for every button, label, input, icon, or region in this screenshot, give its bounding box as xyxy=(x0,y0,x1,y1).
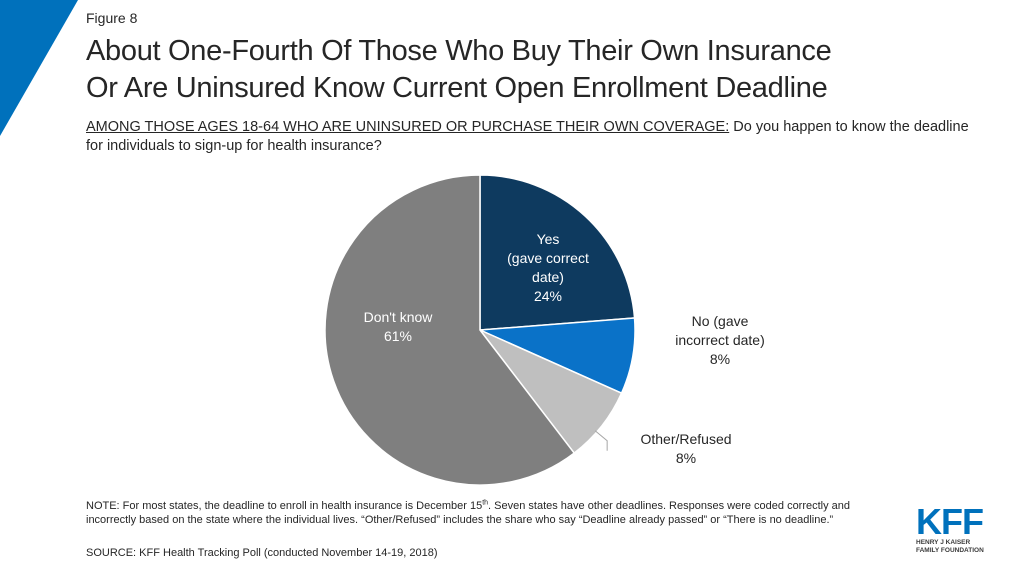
logo-mark: KFF xyxy=(916,501,984,542)
label-yes-line: date) xyxy=(532,269,564,285)
pie-slice-yes xyxy=(479,174,636,331)
subtitle-question: Do you happen to know the deadline for i… xyxy=(86,119,969,154)
note-superscript: th xyxy=(482,499,489,507)
label-yes-line: 24% xyxy=(534,288,562,304)
label-yes-line: (gave correct xyxy=(507,250,589,266)
label-yes-line: Yes xyxy=(537,231,560,247)
title-line-2: Or Are Uninsured Know Current Open Enrol… xyxy=(86,72,828,104)
note-part-2: . Seven states have other deadlines. Res… xyxy=(86,500,851,526)
corner-accent-shape xyxy=(0,0,78,136)
label-dont-know: Don't know 61% xyxy=(364,309,434,344)
subtitle-population: AMONG THOSE AGES 18-64 WHO ARE UNINSURED… xyxy=(86,119,730,135)
logo-org-line-2: FAMILY FOUNDATION xyxy=(916,547,984,554)
pie-slice-dont-know xyxy=(324,174,576,486)
label-dont-know-line: Don't know xyxy=(364,309,434,325)
kff-logo: KFF HENRY J KAISER FAMILY FOUNDATION xyxy=(916,501,996,555)
label-other-refused: Other/Refused 8% xyxy=(640,431,731,466)
chart-title: About One-Fourth Of Those Who Buy Their … xyxy=(86,33,986,107)
label-no-line: No (gave xyxy=(692,313,749,329)
leader-line-other-refused xyxy=(594,430,608,451)
chart-note: NOTE: For most states, the deadline to e… xyxy=(86,499,876,527)
logo-org-line-1: HENRY J KAISER xyxy=(916,539,971,546)
label-yes: Yes (gave correct date) 24% xyxy=(507,231,589,304)
label-no-line: incorrect date) xyxy=(675,332,764,348)
note-part-1: NOTE: For most states, the deadline to e… xyxy=(86,500,483,512)
label-dont-know-line: 61% xyxy=(384,328,412,344)
title-line-1: About One-Fourth Of Those Who Buy Their … xyxy=(86,35,832,67)
label-no-line: 8% xyxy=(710,351,730,367)
label-no: No (gave incorrect date) 8% xyxy=(675,313,764,367)
figure-label: Figure 8 xyxy=(86,10,138,26)
chart-subtitle: AMONG THOSE AGES 18-64 WHO ARE UNINSURED… xyxy=(86,118,986,156)
chart-source: SOURCE: KFF Health Tracking Poll (conduc… xyxy=(86,547,438,559)
label-other-refused-line: 8% xyxy=(676,450,696,466)
label-other-refused-line: Other/Refused xyxy=(640,431,731,447)
